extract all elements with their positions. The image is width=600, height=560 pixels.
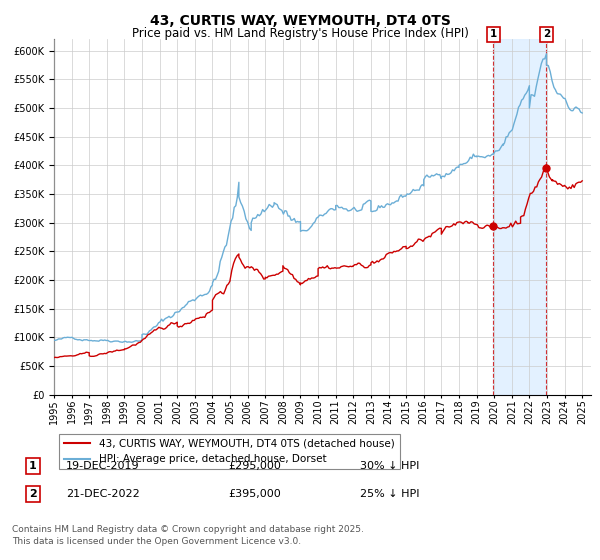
Text: 1: 1 [490, 29, 497, 39]
Text: £295,000: £295,000 [228, 461, 281, 471]
Text: 21-DEC-2022: 21-DEC-2022 [66, 489, 140, 499]
Text: 30% ↓ HPI: 30% ↓ HPI [360, 461, 419, 471]
Text: 2: 2 [543, 29, 550, 39]
Text: 19-DEC-2019: 19-DEC-2019 [66, 461, 140, 471]
Bar [493, 39, 547, 395]
Legend: 43, CURTIS WAY, WEYMOUTH, DT4 0TS (detached house), HPI: Average price, detached: 43, CURTIS WAY, WEYMOUTH, DT4 0TS (detac… [59, 434, 400, 469]
Text: £395,000: £395,000 [228, 489, 281, 499]
Text: 2: 2 [29, 489, 37, 499]
Text: 25% ↓ HPI: 25% ↓ HPI [360, 489, 419, 499]
Text: 43, CURTIS WAY, WEYMOUTH, DT4 0TS: 43, CURTIS WAY, WEYMOUTH, DT4 0TS [149, 14, 451, 28]
Text: 1: 1 [29, 461, 37, 471]
Text: Price paid vs. HM Land Registry's House Price Index (HPI): Price paid vs. HM Land Registry's House … [131, 27, 469, 40]
Text: Contains HM Land Registry data © Crown copyright and database right 2025.
This d: Contains HM Land Registry data © Crown c… [12, 525, 364, 546]
